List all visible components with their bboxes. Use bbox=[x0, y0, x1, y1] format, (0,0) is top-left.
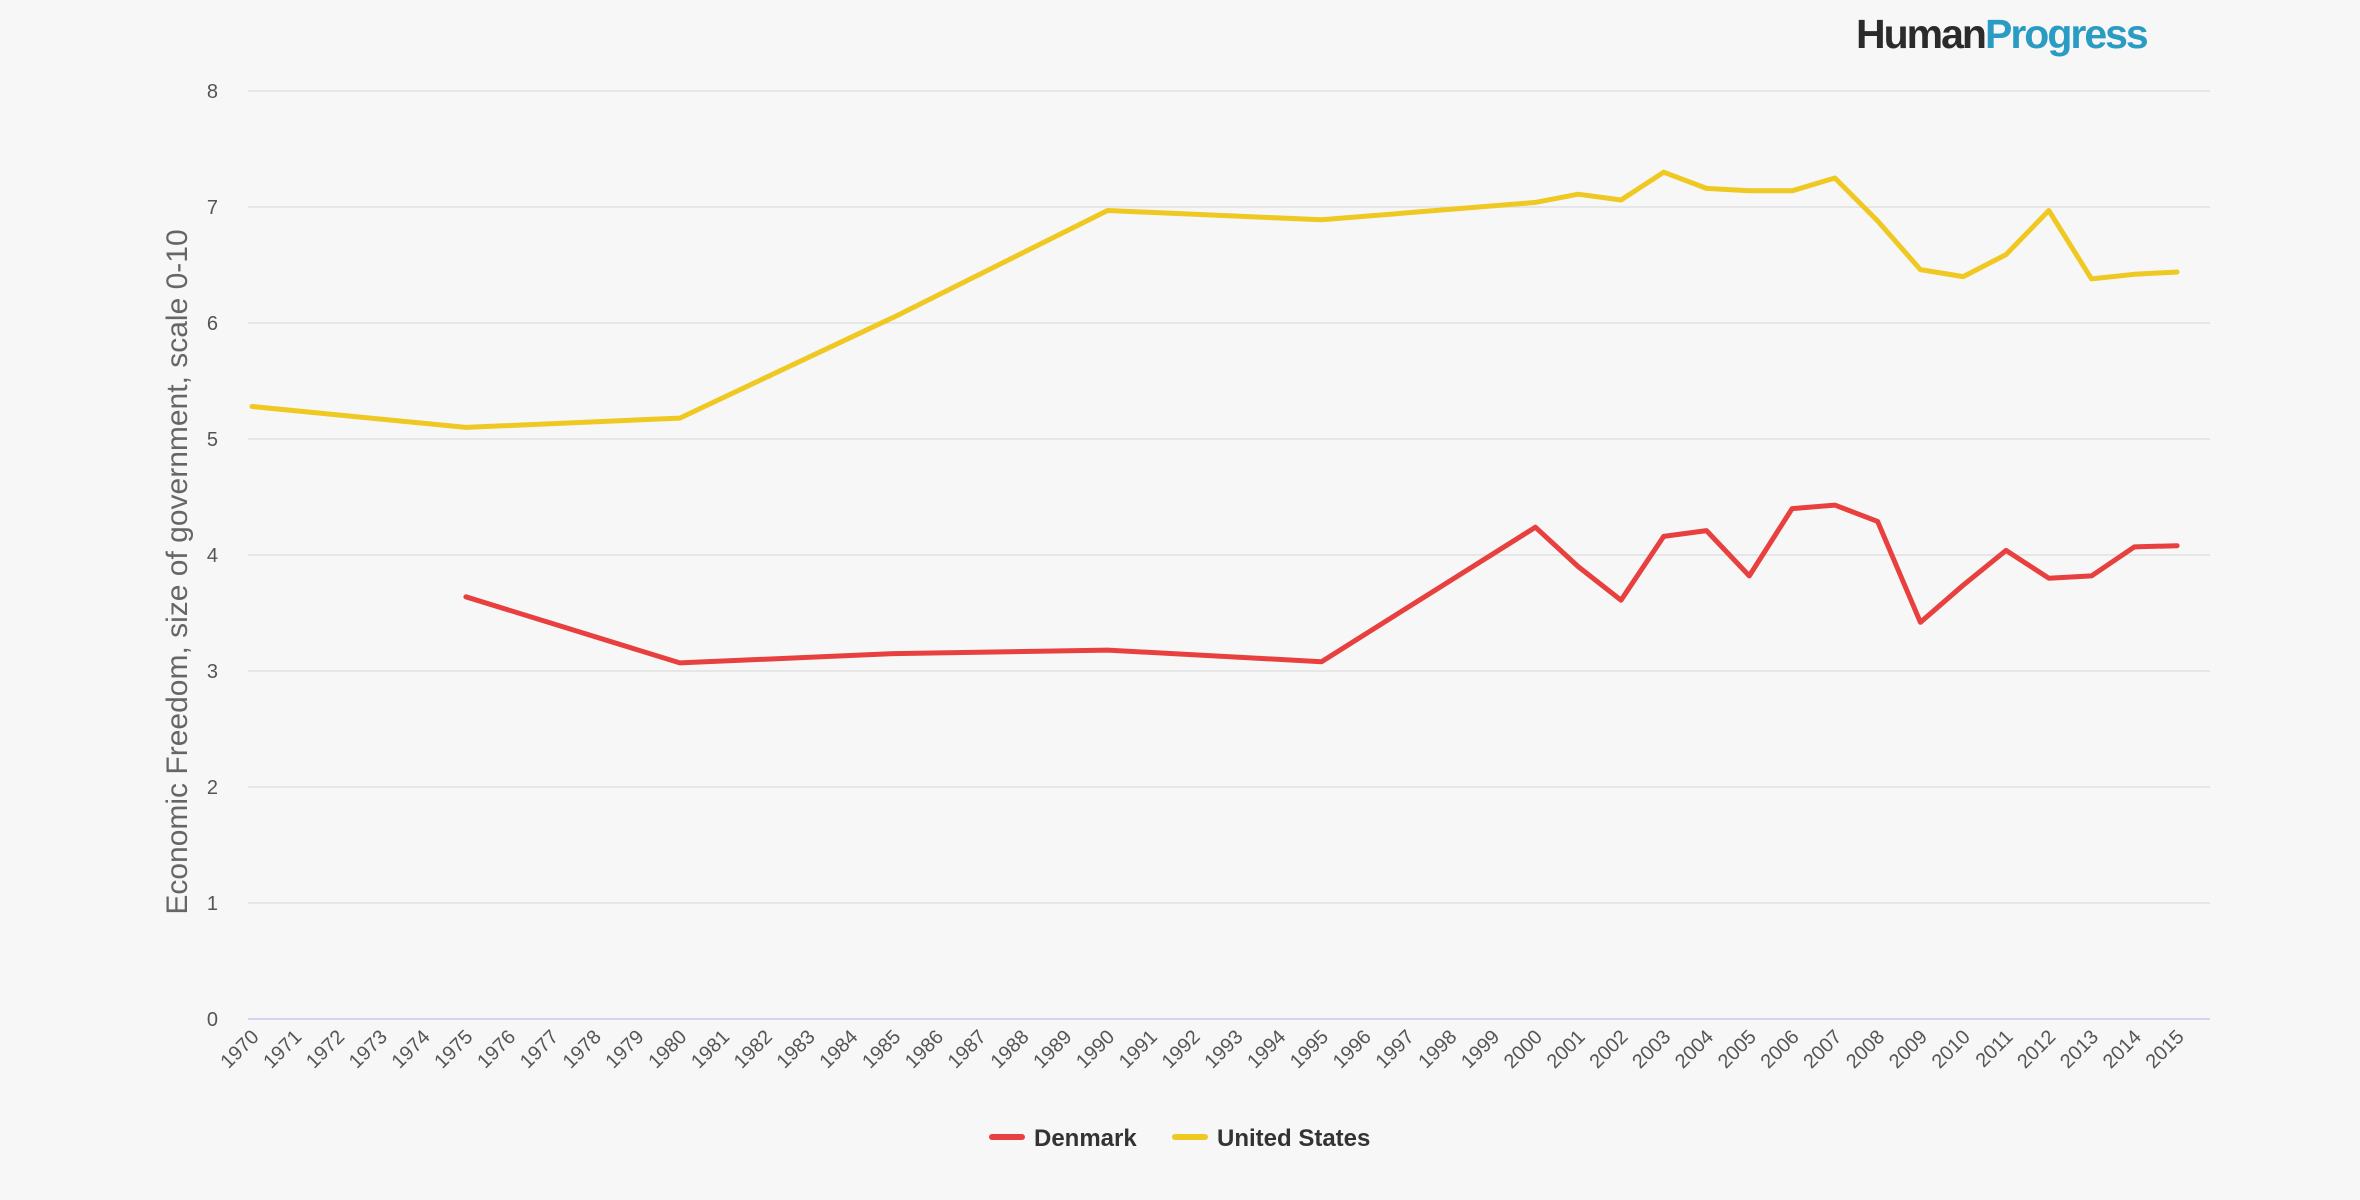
x-tick-label: 1973 bbox=[345, 1026, 392, 1073]
x-tick-label: 1972 bbox=[302, 1026, 349, 1073]
x-tick-label: 1977 bbox=[516, 1026, 563, 1073]
x-tick-label: 1974 bbox=[388, 1026, 435, 1073]
logo-part-progress: Progress bbox=[1984, 11, 2149, 57]
x-tick-label: 2008 bbox=[1842, 1026, 1889, 1073]
y-tick-label: 0 bbox=[207, 1009, 218, 1031]
x-tick-label: 2000 bbox=[1500, 1026, 1547, 1073]
y-tick-label: 4 bbox=[207, 545, 218, 567]
series-lines bbox=[249, 169, 2180, 666]
x-tick-label: 2007 bbox=[1799, 1026, 1846, 1073]
humanprogress-logo: HumanProgress bbox=[1856, 11, 2149, 57]
y-tick-label: 6 bbox=[207, 313, 218, 335]
x-tick-label: 1999 bbox=[1457, 1026, 1504, 1073]
legend-label[interactable]: Denmark bbox=[1034, 1125, 1137, 1152]
x-tick-label: 1991 bbox=[1115, 1026, 1162, 1073]
y-tick-label: 3 bbox=[207, 661, 218, 683]
x-tick-label: 1985 bbox=[858, 1026, 905, 1073]
y-axis-label: Economic Freedom, size of government, sc… bbox=[161, 229, 194, 914]
x-tick-label: 1996 bbox=[1329, 1026, 1376, 1073]
x-tick-label: 1993 bbox=[1200, 1026, 1247, 1073]
gridlines bbox=[248, 90, 2210, 1020]
legend: Denmark United States bbox=[989, 1125, 1370, 1152]
logo-part-human: Human bbox=[1856, 11, 1987, 57]
x-tick-label: 1992 bbox=[1158, 1026, 1205, 1073]
x-tick-label: 2005 bbox=[1714, 1026, 1761, 1073]
x-tick-label: 1982 bbox=[730, 1026, 777, 1073]
x-tick-label: 2009 bbox=[1885, 1026, 1932, 1073]
y-tick-label: 1 bbox=[207, 893, 218, 915]
x-tick-label: 2011 bbox=[1972, 1026, 2018, 1072]
series-line-united-states bbox=[249, 169, 2180, 430]
x-tick-label: 1990 bbox=[1072, 1026, 1119, 1073]
x-tick-label: 2001 bbox=[1543, 1026, 1590, 1073]
x-tick-label: 1976 bbox=[473, 1026, 520, 1073]
x-tick-label: 2002 bbox=[1585, 1026, 1632, 1073]
y-tick-label: 8 bbox=[207, 81, 218, 103]
x-tick-label: 1997 bbox=[1372, 1026, 1419, 1073]
y-tick-label: 2 bbox=[207, 777, 218, 799]
x-tick-label: 1986 bbox=[901, 1026, 948, 1073]
x-tick-label: 1981 bbox=[687, 1026, 734, 1073]
x-tick-label: 1984 bbox=[815, 1026, 862, 1073]
x-tick-label: 1970 bbox=[217, 1026, 264, 1073]
x-tick-label: 1975 bbox=[430, 1026, 477, 1073]
x-tick-label: 2015 bbox=[2142, 1026, 2189, 1073]
x-tick-label: 1978 bbox=[559, 1026, 606, 1073]
x-tick-label: 2004 bbox=[1671, 1026, 1718, 1073]
x-tick-label: 2014 bbox=[2099, 1026, 2146, 1073]
x-tick-label: 1980 bbox=[644, 1026, 691, 1073]
x-tick-label: 2003 bbox=[1628, 1026, 1675, 1073]
legend-label[interactable]: United States bbox=[1217, 1125, 1370, 1152]
x-tick-label: 2013 bbox=[2056, 1026, 2103, 1073]
x-tick-label: 1988 bbox=[987, 1026, 1034, 1073]
y-axis-ticks: 0 1 2 3 4 5 6 7 8 bbox=[207, 81, 218, 1031]
x-tick-label: 1987 bbox=[944, 1026, 991, 1073]
x-tick-label: 1979 bbox=[602, 1026, 649, 1073]
x-tick-label: 1998 bbox=[1414, 1026, 1461, 1073]
x-tick-label: 1971 bbox=[259, 1026, 306, 1073]
x-tick-label: 1995 bbox=[1286, 1026, 1333, 1073]
x-tick-label: 2012 bbox=[2013, 1026, 2060, 1073]
x-tick-label: 1994 bbox=[1243, 1026, 1290, 1073]
x-axis-ticks: 1970197119721973197419751976197719781979… bbox=[217, 1026, 2189, 1073]
y-tick-label: 5 bbox=[207, 429, 218, 451]
x-tick-label: 1989 bbox=[1029, 1026, 1076, 1073]
y-tick-label: 7 bbox=[207, 197, 218, 219]
x-tick-label: 2006 bbox=[1757, 1026, 1804, 1073]
series-line-denmark bbox=[463, 502, 2180, 666]
x-tick-label: 2010 bbox=[1928, 1026, 1975, 1073]
x-tick-label: 1983 bbox=[773, 1026, 820, 1073]
